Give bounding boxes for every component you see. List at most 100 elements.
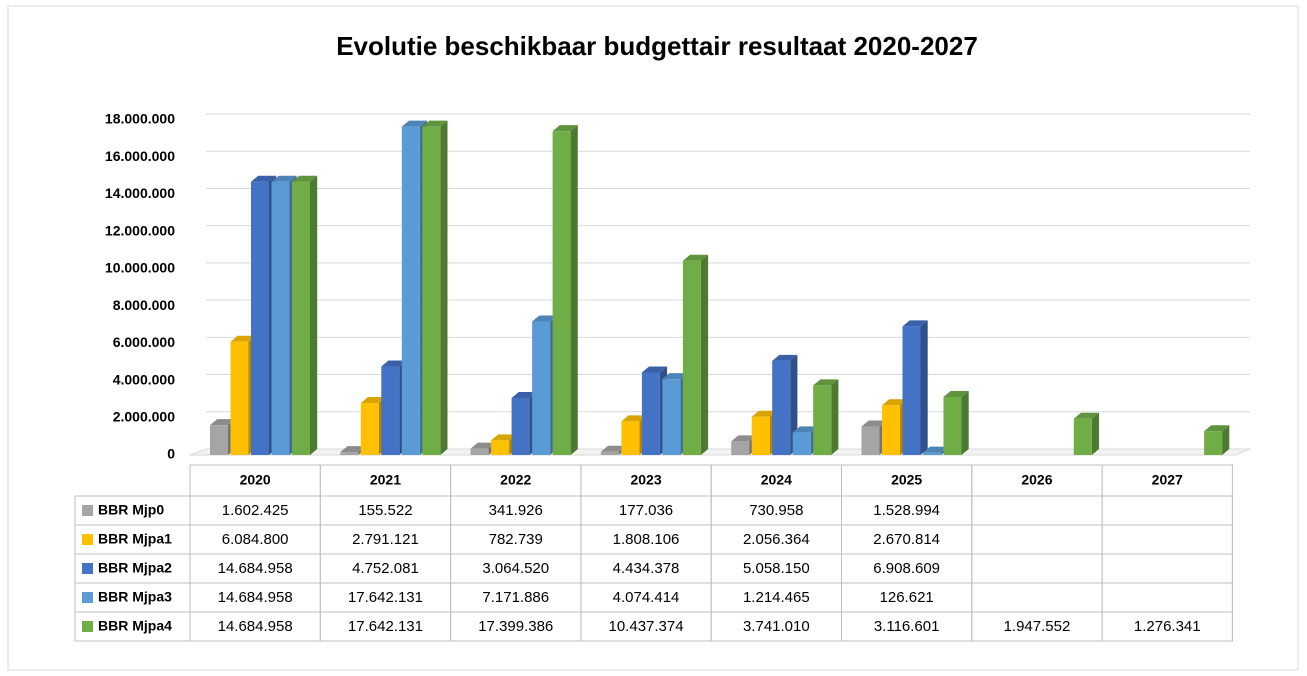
y-tick-label: 10.000.000	[105, 260, 175, 276]
bar	[861, 426, 880, 455]
y-tick-label: 4.000.000	[113, 371, 175, 387]
bar-top	[1073, 412, 1099, 419]
legend-label: BBR Mjpa4	[98, 618, 172, 634]
legend-label: BBR Mjpa1	[98, 531, 172, 547]
bar-top	[882, 399, 908, 406]
bar-top	[662, 373, 688, 380]
x-tick-label: 2022	[500, 472, 531, 488]
bar-top	[772, 354, 798, 361]
bar	[621, 421, 640, 455]
data-label: 17.642.131	[348, 589, 423, 606]
bar	[943, 396, 962, 455]
y-tick-label: 12.000.000	[105, 222, 175, 238]
data-label: 730.958	[749, 502, 803, 519]
bar-side	[570, 125, 578, 455]
bar-top	[621, 415, 647, 422]
data-label: 6.084.800	[222, 531, 289, 548]
bar-side	[1091, 412, 1099, 455]
data-label: 4.752.081	[352, 560, 419, 577]
x-tick-label: 2026	[1021, 472, 1052, 488]
data-label: 1.528.994	[873, 502, 940, 519]
data-label: 1.808.106	[613, 531, 680, 548]
x-tick-label: 2025	[891, 472, 922, 488]
data-label: 4.434.378	[613, 560, 680, 577]
y-tick-label: 8.000.000	[113, 297, 175, 313]
bar	[511, 397, 530, 455]
bar-top	[422, 120, 448, 127]
bar-top	[511, 391, 537, 398]
data-label: 2.791.121	[352, 531, 419, 548]
bar	[662, 379, 681, 455]
data-label: 4.074.414	[613, 589, 680, 606]
bar	[682, 260, 701, 455]
y-tick-label: 2.000.000	[113, 408, 175, 424]
bar-top	[751, 410, 777, 417]
bar-side	[920, 320, 928, 455]
y-tick-label: 16.000.000	[105, 148, 175, 164]
bar	[1073, 418, 1092, 455]
bar	[792, 432, 811, 455]
bar-side	[310, 175, 318, 456]
data-label: 2.056.364	[743, 531, 810, 548]
bar-top	[813, 379, 839, 386]
bar-top	[401, 120, 427, 127]
bar	[491, 440, 510, 455]
bar-top	[923, 446, 949, 453]
bar-top	[292, 175, 318, 182]
bar-top	[210, 419, 236, 426]
bar	[641, 372, 660, 455]
x-tick-label: 2027	[1152, 472, 1183, 488]
legend-label: BBR Mjpa3	[98, 589, 172, 605]
bar-side	[700, 254, 709, 455]
chart-title: Evolutie beschikbaar budgettair resultaa…	[336, 31, 978, 61]
bar	[751, 416, 770, 455]
data-label: 3.064.520	[482, 560, 549, 577]
bar-side	[790, 354, 798, 455]
legend-label: BBR Mjp0	[98, 502, 164, 518]
y-tick-label: 14.000.000	[105, 185, 175, 201]
bar	[360, 403, 379, 455]
bar	[422, 126, 441, 455]
bar-top	[532, 315, 558, 322]
legend-swatch	[82, 534, 93, 545]
bar	[210, 425, 228, 455]
bar	[552, 131, 571, 455]
bar	[1204, 431, 1223, 455]
bar-top	[491, 434, 517, 441]
chart-border	[7, 5, 1299, 671]
bar	[381, 366, 400, 455]
bar-top	[1204, 425, 1230, 432]
bar	[292, 181, 310, 456]
y-tick-label: 0	[167, 446, 175, 462]
bar-top	[943, 390, 969, 397]
bar	[731, 441, 750, 455]
data-label: 126.621	[880, 589, 934, 606]
data-label: 782.739	[489, 531, 543, 548]
bar-top	[470, 442, 496, 449]
data-label: 14.684.958	[218, 560, 293, 577]
data-label: 3.116.601	[874, 618, 940, 635]
bar-top	[682, 254, 709, 261]
legend-swatch	[82, 563, 93, 574]
data-label: 1.947.552	[1004, 618, 1071, 635]
bar-top	[902, 320, 928, 327]
data-label: 14.684.958	[218, 589, 293, 606]
bar	[902, 326, 921, 455]
bar	[230, 341, 249, 455]
bar	[271, 181, 290, 456]
legend-swatch	[82, 592, 93, 603]
bar	[251, 181, 269, 456]
data-label: 17.399.386	[478, 618, 553, 635]
bar-top	[641, 366, 668, 373]
bar	[923, 452, 941, 455]
data-label: 5.058.150	[743, 560, 810, 577]
y-tick-label: 6.000.000	[113, 334, 175, 350]
data-label: 155.522	[358, 502, 412, 519]
bar	[401, 126, 420, 455]
x-tick-label: 2024	[761, 472, 792, 488]
bar-top	[271, 175, 297, 182]
bar-side	[1222, 425, 1230, 455]
data-label: 1.214.465	[743, 589, 810, 606]
bar	[600, 451, 619, 455]
